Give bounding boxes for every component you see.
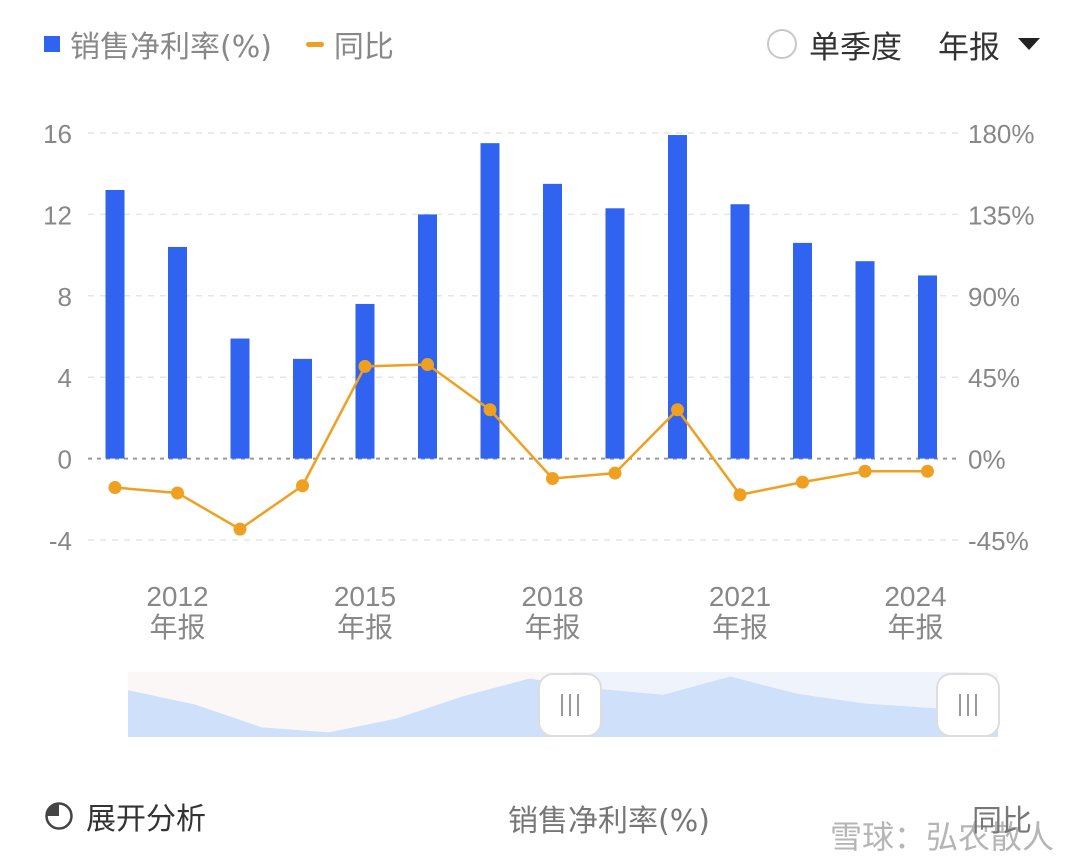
- x-tick-period: 年报: [337, 611, 393, 644]
- bar-2016: [418, 214, 437, 459]
- left-axis-tick: 8: [58, 282, 72, 312]
- bar-2015: [355, 303, 375, 459]
- left-axis-tick: 12: [43, 200, 72, 230]
- bar-2012: [168, 246, 187, 459]
- yoy-point-2024: [921, 464, 934, 478]
- period-controls: 单季度 年报: [767, 22, 1040, 66]
- line-series: [108, 358, 934, 536]
- navigator-handle-left[interactable]: [538, 673, 602, 737]
- chart-legend: 销售净利率(%) 同比: [44, 22, 394, 66]
- x-tick-period: 年报: [149, 611, 205, 644]
- yoy-point-2012: [171, 486, 184, 500]
- yoy-point-2023: [858, 464, 872, 478]
- pie-chart-icon: [45, 802, 73, 830]
- x-tick-year: 2024: [884, 581, 946, 612]
- yoy-point-2015: [358, 359, 372, 373]
- right-axis-labels: 180% 135% 90% 45% 0% -45%: [968, 119, 1035, 556]
- watermark-text: 雪球：弘农散人: [829, 818, 1054, 856]
- footer-tab-net-margin[interactable]: 销售净利率(%): [508, 804, 710, 839]
- legend-line-label: 同比: [333, 30, 394, 65]
- bar-2020: [668, 135, 687, 459]
- yoy-point-2022: [796, 475, 809, 489]
- right-axis-tick: -45%: [968, 526, 1029, 556]
- single-quarter-label[interactable]: 单季度: [809, 29, 902, 66]
- yoy-point-2016: [421, 358, 434, 372]
- expand-analysis-label: 展开分析: [86, 802, 206, 837]
- bar-2018: [543, 183, 562, 459]
- left-axis-tick: -4: [49, 526, 72, 556]
- bar-2017: [480, 143, 500, 459]
- footer-bar: 展开分析 销售净利率(%) 同比: [0, 790, 1080, 840]
- bar-2021: [730, 204, 750, 459]
- bar-2019: [605, 208, 625, 459]
- x-tick-period: 年报: [887, 611, 943, 644]
- footer-tab-yoy[interactable]: 同比: [972, 804, 1032, 839]
- right-axis-tick: 90%: [968, 282, 1020, 312]
- left-axis-labels: 16 12 8 4 0 -4: [43, 119, 72, 556]
- yoy-point-2013: [233, 522, 247, 536]
- bar-series: [105, 135, 937, 459]
- yoy-point-2017: [483, 403, 497, 417]
- x-tick-period: 年报: [712, 611, 768, 644]
- bar-2014: [293, 358, 312, 459]
- right-axis-tick: 45%: [968, 363, 1020, 393]
- bar-2023: [855, 261, 875, 459]
- yoy-point-2020: [671, 403, 684, 417]
- legend-item-yoy[interactable]: 同比: [305, 22, 394, 66]
- right-axis-tick: 135%: [968, 200, 1035, 230]
- x-tick-year: 2021: [709, 581, 771, 612]
- yoy-line: [114, 363, 928, 531]
- right-axis-tick: 180%: [968, 119, 1035, 149]
- bar-2013: [230, 338, 250, 459]
- period-select[interactable]: 年报: [938, 29, 1000, 66]
- left-axis-tick: 16: [43, 119, 72, 149]
- legend-item-net-margin[interactable]: 销售净利率(%): [44, 22, 272, 66]
- x-tick-year: 2012: [146, 581, 208, 612]
- x-tick-year: 2018: [521, 581, 583, 612]
- range-navigator[interactable]: [128, 672, 1000, 737]
- legend-line-swatch: [305, 41, 324, 47]
- yoy-point-2019: [608, 466, 622, 480]
- bar-2011: [105, 189, 125, 459]
- x-tick-year: 2015: [334, 581, 396, 612]
- x-tick-period: 年报: [524, 611, 580, 644]
- legend-bar-swatch: [44, 36, 60, 52]
- grid-lines: [88, 132, 960, 541]
- left-axis-tick: 0: [58, 445, 72, 475]
- yoy-point-2011: [108, 481, 122, 495]
- bar-2024: [918, 275, 937, 459]
- watermark: 雪球：弘农散人: [830, 812, 1054, 858]
- left-axis-tick: 4: [58, 363, 72, 393]
- yoy-point-2014: [296, 479, 309, 493]
- yoy-point-2018: [546, 471, 559, 485]
- single-quarter-radio[interactable]: [767, 29, 797, 59]
- bar-2022: [793, 242, 812, 459]
- expand-analysis-button[interactable]: 展开分析: [44, 794, 206, 838]
- navigator-handle-right[interactable]: [936, 673, 1000, 737]
- chevron-down-icon[interactable]: [1018, 38, 1040, 50]
- legend-bar-label: 销售净利率(%): [70, 30, 272, 65]
- right-axis-tick: 0%: [968, 445, 1006, 475]
- yoy-point-2021: [733, 488, 747, 502]
